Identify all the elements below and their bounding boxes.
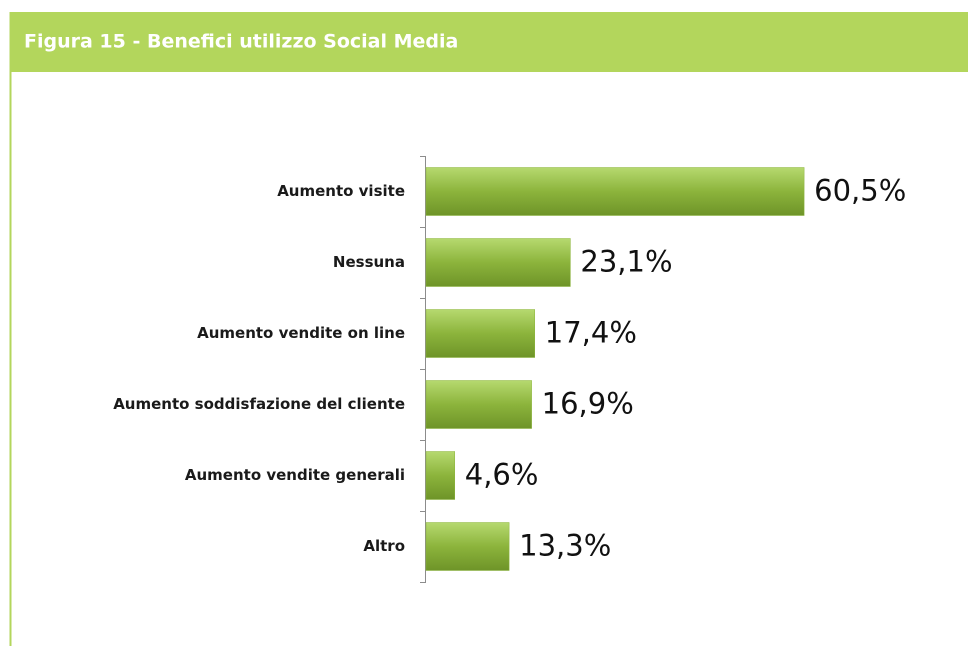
bar	[425, 309, 535, 358]
data-label: 17,4%	[545, 316, 637, 350]
chart-title: Figura 15 - Benefici utilizzo Social Med…	[24, 31, 458, 53]
header-band	[10, 12, 968, 72]
bar	[425, 451, 455, 500]
bar	[425, 167, 805, 216]
bar	[425, 522, 510, 571]
data-label: 4,6%	[465, 458, 539, 492]
bar	[425, 238, 571, 287]
category-label: Aumento vendite on line	[197, 324, 405, 342]
category-label: Aumento vendite generali	[185, 466, 405, 484]
data-label: 23,1%	[580, 245, 672, 279]
data-label: 60,5%	[814, 174, 906, 208]
category-label: Altro	[363, 537, 405, 555]
data-label: 13,3%	[519, 529, 611, 563]
bar	[425, 380, 532, 429]
data-label: 16,9%	[542, 387, 634, 421]
category-label: Nessuna	[333, 253, 405, 271]
category-label: Aumento soddisfazione del cliente	[113, 395, 405, 413]
category-label: Aumento visite	[277, 182, 405, 200]
